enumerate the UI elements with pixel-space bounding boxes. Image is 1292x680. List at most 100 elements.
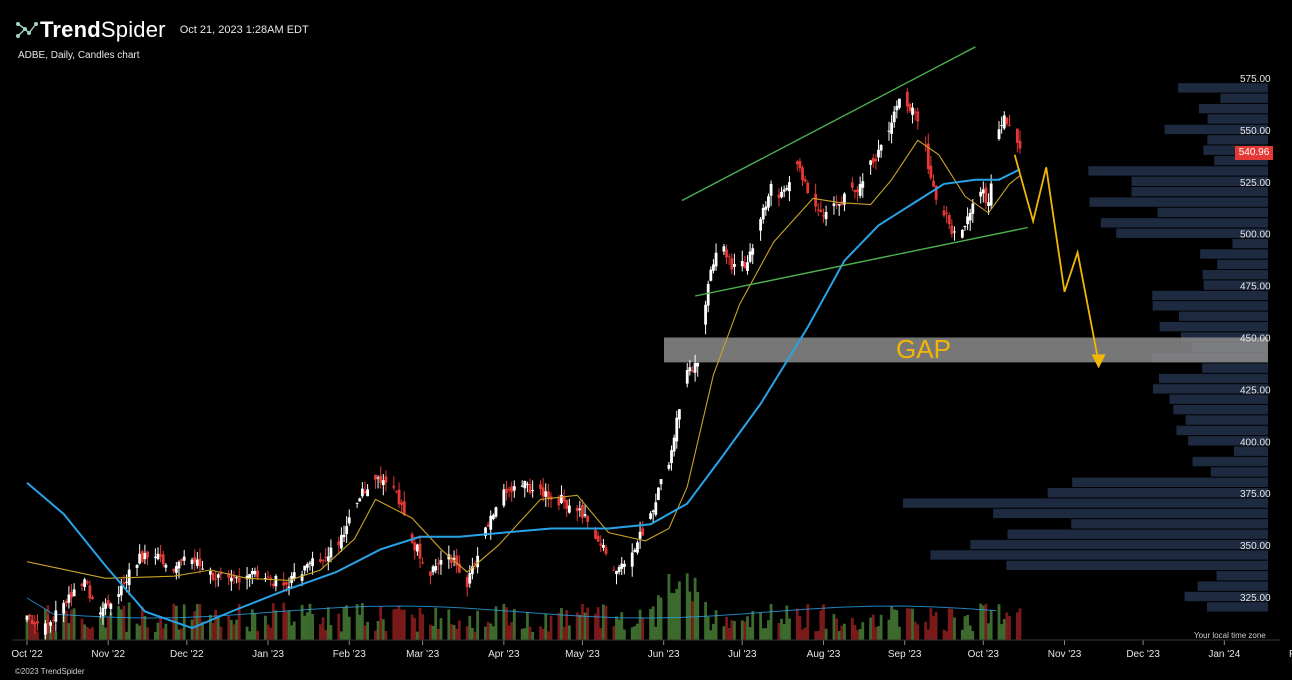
time-tick-label: Dec '22	[170, 649, 204, 660]
volume-bar	[761, 628, 765, 640]
volume-bar	[567, 625, 571, 640]
volume-bar	[971, 631, 975, 640]
candle-body	[657, 487, 660, 500]
candle-body	[374, 474, 377, 480]
price-axis[interactable]: 575.00 550.00 525.00 500.00 475.00 450.00 425.…	[1240, 74, 1271, 604]
candle-body	[83, 579, 87, 588]
volume-bar	[358, 614, 362, 640]
volume-bar	[274, 610, 278, 640]
candle-body	[502, 489, 506, 506]
volume-bar	[942, 629, 946, 640]
volume-bar	[612, 626, 616, 640]
candle-body	[782, 189, 786, 192]
candle-body	[51, 619, 55, 621]
volume-bar	[319, 624, 322, 640]
volume-bar	[782, 624, 786, 640]
time-tick-label: Jan '23	[252, 649, 284, 660]
volume-bar	[688, 591, 692, 640]
volume-bar	[219, 626, 223, 640]
time-axis[interactable]: Oct '22 Nov '22 Dec '22 Jan '23 Feb '23 Mar '…	[11, 639, 1292, 660]
volume-bar	[916, 624, 920, 640]
candle-body	[575, 507, 579, 512]
volume-bar	[691, 601, 694, 640]
candle-body	[814, 193, 818, 207]
candle-body	[806, 182, 810, 193]
volume-profile-bar	[1232, 238, 1268, 249]
candle-body	[675, 417, 679, 442]
volume-bar	[30, 615, 34, 640]
brand-name[interactable]: TrendSpider	[40, 17, 166, 43]
candle-body	[968, 212, 972, 221]
candle-body	[143, 553, 147, 560]
candle-body	[798, 161, 802, 169]
volume-bar	[321, 617, 325, 640]
candle-body	[30, 620, 34, 625]
volume-bar	[245, 626, 249, 640]
volume-bar	[374, 630, 377, 640]
candle-body	[358, 498, 362, 502]
candle-body	[284, 582, 288, 585]
candle-body	[104, 603, 107, 609]
volume-profile-bar	[1207, 114, 1268, 124]
trendspider-logo-icon	[16, 22, 38, 38]
candle-body	[292, 572, 296, 580]
candle-body	[942, 210, 946, 216]
price-tick-label: 350.00	[1240, 541, 1271, 552]
candle-body	[182, 556, 186, 561]
candle-body	[402, 501, 406, 516]
candle-body	[764, 206, 768, 210]
candle-body	[722, 246, 726, 252]
volume-bar	[216, 616, 220, 640]
volume-profile-bar	[1179, 311, 1268, 321]
volume-bar	[853, 625, 857, 640]
time-tick-label: Feb '23	[333, 649, 366, 660]
time-tick-label: Jan '24	[1208, 649, 1240, 660]
volume-bar	[413, 618, 417, 640]
volume-profile-bar	[1202, 270, 1268, 280]
candle-body	[709, 269, 713, 281]
volume-bar	[161, 628, 165, 640]
candle-body	[305, 563, 309, 568]
candle-body	[816, 209, 820, 211]
volume-profile	[902, 83, 1268, 612]
volume-bar	[586, 607, 590, 640]
candle-body	[567, 505, 571, 513]
volume-bar	[654, 626, 658, 640]
volume-bar	[945, 631, 949, 640]
candle-body	[887, 130, 891, 132]
candle-body	[777, 194, 781, 199]
volume-bar	[54, 631, 58, 640]
candle-body	[418, 543, 422, 559]
candle-body	[874, 158, 878, 162]
volume-profile-bar	[1180, 332, 1268, 342]
volume-bar	[25, 615, 29, 640]
volume-bar	[345, 605, 349, 640]
candle-body	[890, 122, 893, 134]
volume-bar	[415, 631, 419, 640]
candle-body	[237, 577, 241, 583]
volume-bar	[51, 624, 55, 640]
copyright: ©2023 TrendSpider	[15, 667, 85, 676]
candle-body	[159, 554, 163, 557]
volume-bar	[633, 625, 637, 640]
candle-body	[677, 409, 681, 420]
brand-bold: Trend	[40, 17, 101, 42]
volume-bar	[1005, 612, 1009, 640]
volume-bar	[410, 614, 414, 640]
volume-bar	[457, 620, 461, 640]
time-tick-label: Jul '23	[728, 649, 757, 660]
candle-body	[395, 490, 398, 492]
volume-profile-bar	[1216, 571, 1268, 581]
candle-body	[72, 589, 76, 597]
volume-bar	[190, 619, 194, 640]
candle-body	[345, 525, 349, 535]
volume-bar	[198, 604, 202, 640]
timezone-note[interactable]: Your local time zone	[1194, 631, 1266, 640]
volume-profile-bar	[1185, 415, 1268, 425]
candle-body	[630, 552, 634, 567]
volume-bar	[824, 628, 828, 640]
price-tick-label: 500.00	[1240, 230, 1271, 241]
volume-profile-bar	[1210, 467, 1268, 477]
candle-body	[604, 547, 608, 555]
